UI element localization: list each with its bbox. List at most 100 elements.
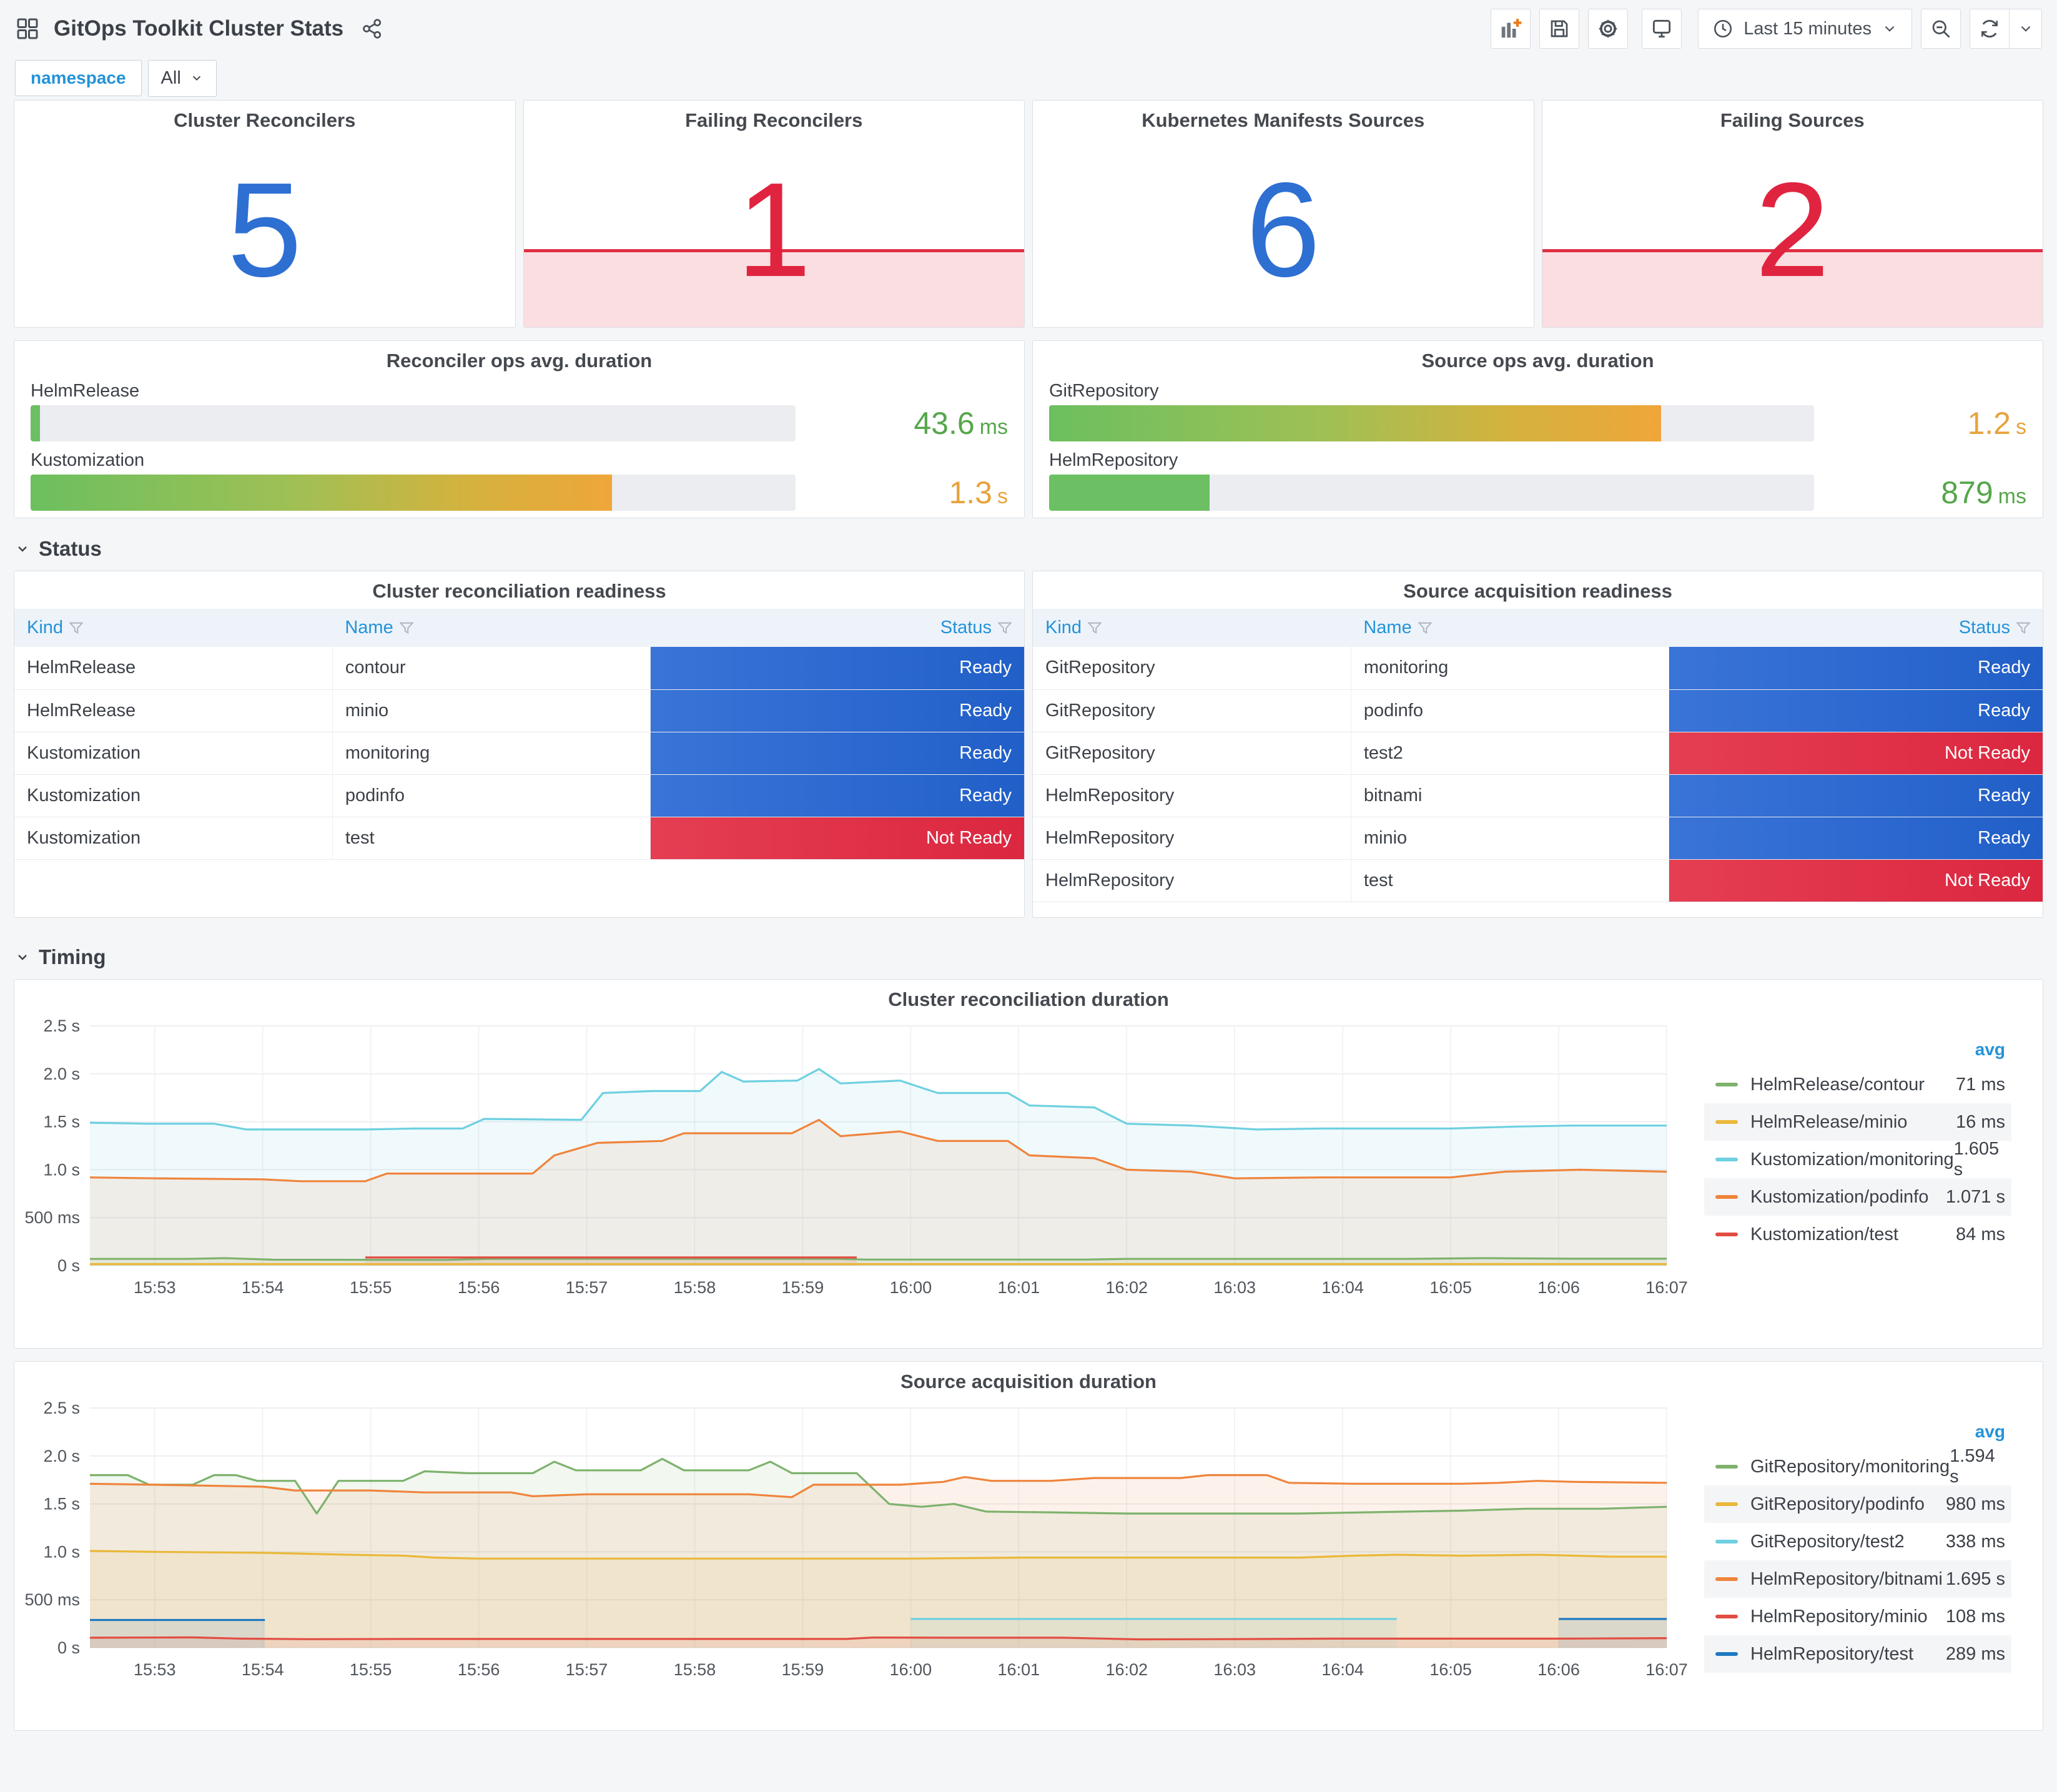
namespace-variable-value[interactable]: All (147, 59, 217, 97)
svg-text:15:57: 15:57 (566, 1660, 608, 1679)
namespace-variable-label[interactable]: namespace (15, 60, 142, 96)
filter-funnel-icon[interactable] (69, 621, 84, 635)
time-range-picker[interactable]: Last 15 minutes (1698, 9, 1912, 49)
cell-kind: HelmRelease (14, 647, 333, 690)
table-row: GitRepository monitoring Ready (1033, 647, 2043, 690)
table-body: GitRepository monitoring Ready GitRepositor… (1033, 647, 2043, 902)
table-row: GitRepository podinfo Ready (1033, 689, 2043, 732)
column-header-kind[interactable]: Kind (1033, 609, 1351, 647)
svg-text:15:58: 15:58 (674, 1278, 716, 1297)
share-icon[interactable] (361, 17, 383, 40)
cell-name: podinfo (332, 774, 651, 817)
svg-text:2.5 s: 2.5 s (43, 1017, 80, 1035)
apps-icon[interactable] (15, 16, 40, 41)
column-header-status[interactable]: Status (1669, 609, 2043, 647)
gauge-value-unit: ms (979, 415, 1008, 439)
legend-series-dash (1715, 1083, 1738, 1086)
refresh-interval-button[interactable] (2010, 9, 2042, 49)
legend-series-name[interactable]: GitRepository/podinfo (1750, 1494, 1925, 1514)
legend-row: HelmRepository/bitnami 1.695 s (1704, 1560, 2011, 1598)
cell-status: Ready (650, 774, 1024, 817)
svg-text:15:55: 15:55 (350, 1278, 392, 1297)
legend-series-name[interactable]: HelmRepository/test (1750, 1643, 1914, 1664)
chart-plot-area[interactable]: 0 s 500 ms 1.0 s 1.5 s 2.0 s 2.5 s 15:53 15:54 1… (18, 1397, 1704, 1690)
legend-avg-header[interactable]: avg (1975, 1422, 2005, 1441)
filter-funnel-icon[interactable] (998, 621, 1012, 635)
cycle-view-button[interactable] (1642, 9, 1682, 49)
filter-funnel-icon[interactable] (1418, 621, 1432, 635)
cell-name: contour (332, 647, 651, 690)
gauge-label: Kustomization (31, 450, 145, 470)
legend-series-name[interactable]: HelmRelease/minio (1750, 1111, 1908, 1132)
zoom-out-time-button[interactable] (1921, 9, 1961, 49)
svg-text:2.5 s: 2.5 s (43, 1399, 80, 1417)
table-panel: Source acquisition readiness Kind Name Stat… (1032, 571, 2043, 918)
column-label: Kind (27, 618, 64, 638)
legend-row: GitRepository/monitoring 1.594 s (1704, 1446, 2011, 1487)
legend-series-dash (1715, 1120, 1738, 1124)
stat-panel: Kubernetes Manifests Sources 6 (1032, 100, 1534, 328)
section-status[interactable]: Status (0, 518, 2057, 571)
table-panel: Cluster reconciliation readiness Kind Name… (14, 571, 1025, 918)
time-range-label: Last 15 minutes (1744, 18, 1872, 39)
legend-series-dash (1715, 1615, 1738, 1618)
gauge-line: 1.2 s (1049, 405, 2026, 441)
svg-text:16:04: 16:04 (1321, 1278, 1364, 1297)
filter-funnel-icon[interactable] (399, 621, 413, 635)
filter-funnel-icon[interactable] (1088, 621, 1102, 635)
column-header-kind[interactable]: Kind (14, 609, 333, 647)
legend-series-name[interactable]: GitRepository/monitoring (1750, 1456, 1950, 1477)
column-header-name[interactable]: Name (332, 609, 651, 647)
legend-row: HelmRepository/minio 108 ms (1704, 1598, 2011, 1635)
legend-series-avg: 338 ms (1945, 1531, 2005, 1552)
section-timing[interactable]: Timing (0, 918, 2057, 979)
cell-status: Ready (1669, 774, 2043, 817)
cell-kind: Kustomization (14, 732, 333, 775)
cell-status: Ready (650, 689, 1024, 732)
chevron-down-icon (15, 950, 30, 965)
gauge-value-number: 1.2 (1967, 406, 2011, 441)
svg-text:15:56: 15:56 (458, 1660, 500, 1679)
gauge-value: 1.2 s (1833, 405, 2026, 441)
add-panel-button[interactable] (1491, 9, 1531, 49)
svg-text:15:59: 15:59 (782, 1278, 824, 1297)
svg-text:16:03: 16:03 (1213, 1660, 1256, 1679)
legend-series-avg: 108 ms (1945, 1606, 2005, 1627)
add-panel-icon (1499, 17, 1522, 41)
cell-status: Not Ready (1669, 732, 2043, 775)
cell-status: Ready (650, 732, 1024, 775)
gauge-track (1049, 475, 1814, 511)
legend-series-name[interactable]: GitRepository/test2 (1750, 1531, 1905, 1552)
svg-text:16:05: 16:05 (1429, 1660, 1472, 1679)
column-header-name[interactable]: Name (1351, 609, 1669, 647)
chart-plot-area[interactable]: 0 s 500 ms 1.0 s 1.5 s 2.0 s 2.5 s 15:53 15:54 1… (18, 1015, 1704, 1308)
stat-panel: Cluster Reconcilers 5 (14, 100, 516, 328)
table-body: HelmRelease contour Ready HelmRelease minio R… (14, 647, 1024, 860)
table-header: Kind Name Status (14, 609, 1024, 647)
cell-status: Ready (1669, 689, 2043, 732)
legend-series-name[interactable]: HelmRepository/minio (1750, 1606, 1928, 1627)
gauge-row: GitRepository 1.2 s (1049, 381, 2026, 441)
svg-text:15:53: 15:53 (134, 1660, 176, 1679)
column-label: Status (1958, 618, 2010, 638)
svg-text:1.0 s: 1.0 s (43, 1542, 80, 1561)
svg-text:16:00: 16:00 (890, 1278, 932, 1297)
cell-kind: Kustomization (14, 817, 333, 860)
table-row: Kustomization podinfo Ready (14, 774, 1024, 817)
save-dashboard-button[interactable] (1539, 9, 1580, 49)
svg-text:16:07: 16:07 (1645, 1660, 1688, 1679)
stat-panel-title: Kubernetes Manifests Sources (1142, 109, 1425, 131)
stat-value: 5 (227, 154, 302, 305)
cell-status: Not Ready (650, 817, 1024, 860)
column-header-status[interactable]: Status (650, 609, 1024, 647)
refresh-button[interactable] (1970, 9, 2010, 49)
stat-value-area: 5 (14, 132, 515, 327)
legend-series-name[interactable]: HelmRepository/bitnami (1750, 1568, 1943, 1589)
filter-funnel-icon[interactable] (2016, 621, 2030, 635)
dashboard-settings-button[interactable] (1588, 9, 1629, 49)
legend-series-name[interactable]: HelmRelease/contour (1750, 1074, 1925, 1095)
legend-series-name[interactable]: Kustomization/podinfo (1750, 1186, 1929, 1207)
legend-avg-header[interactable]: avg (1975, 1040, 2005, 1059)
legend-series-name[interactable]: Kustomization/monitoring (1750, 1149, 1954, 1169)
legend-series-name[interactable]: Kustomization/test (1750, 1224, 1898, 1244)
